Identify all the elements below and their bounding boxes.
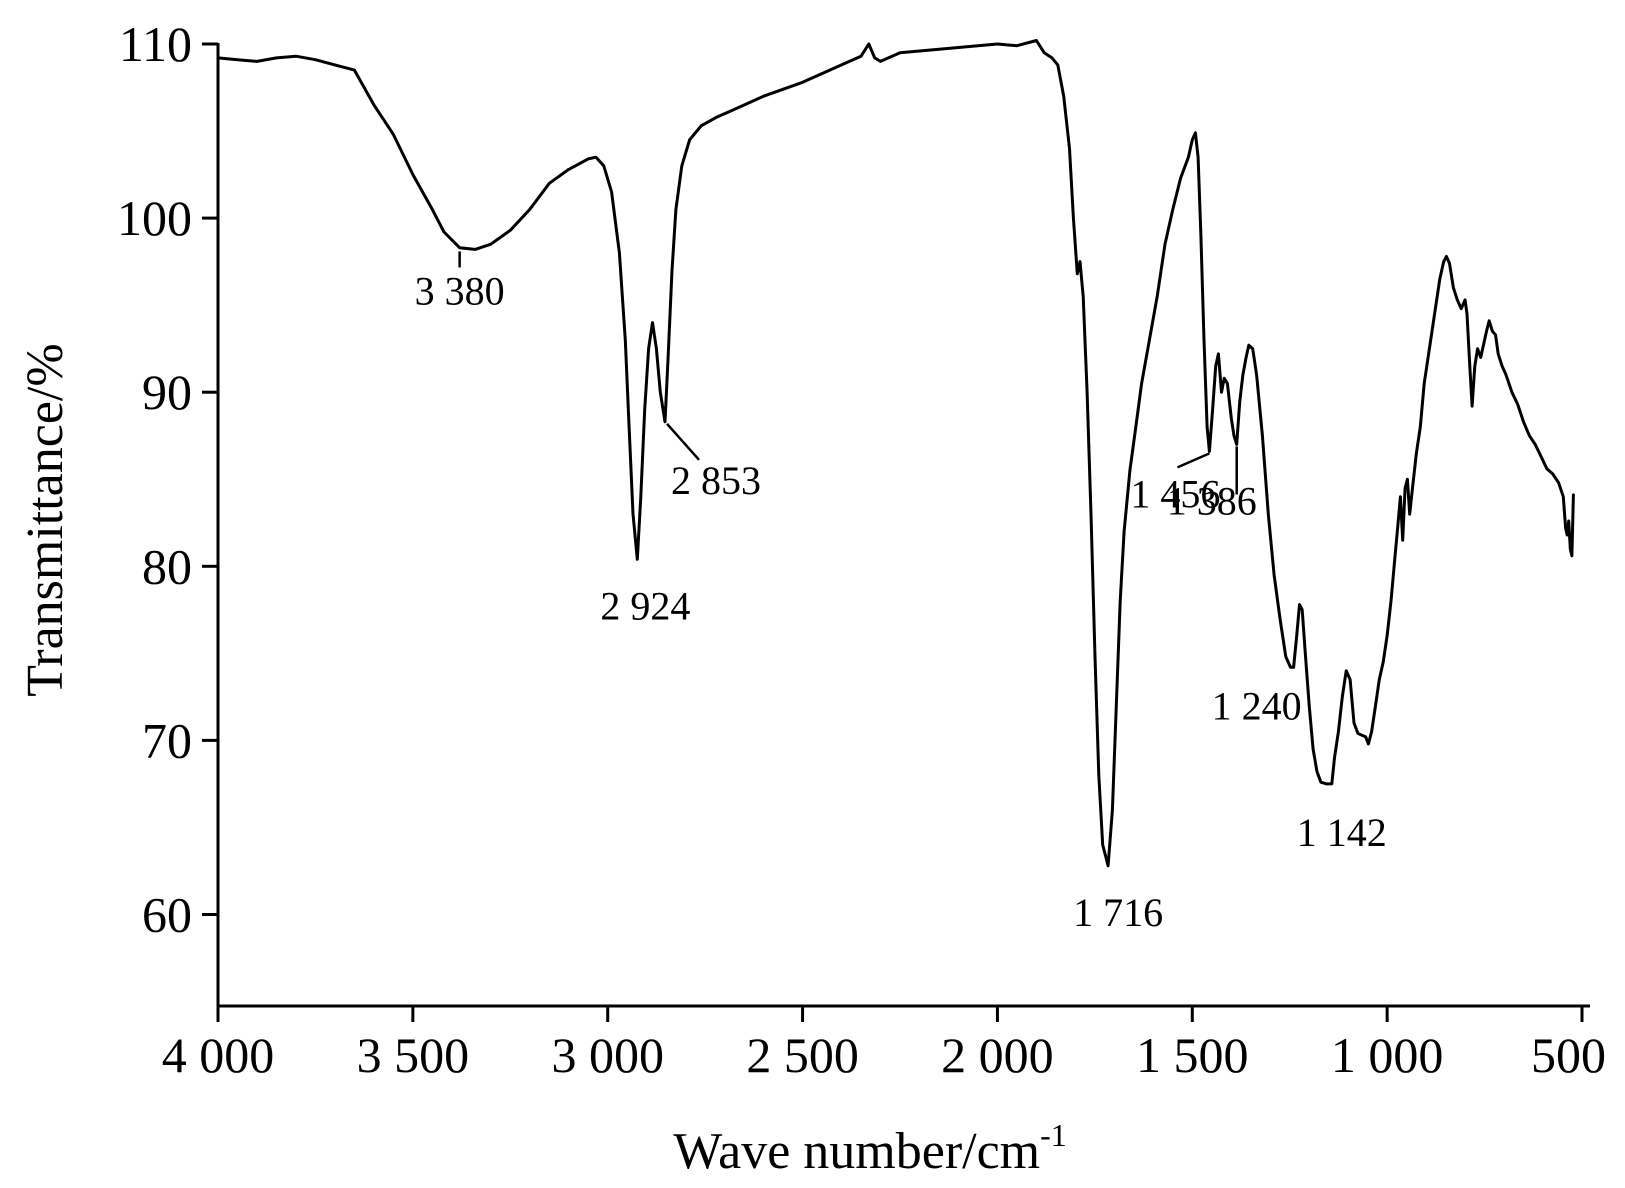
peak-label: 1 456 [1130, 471, 1220, 516]
axes [216, 43, 1590, 1008]
x-tick-label: 2 500 [746, 1027, 859, 1083]
peak-label: 1 716 [1073, 890, 1163, 935]
peak-label: 3 380 [415, 268, 505, 313]
y-tick-label: 60 [142, 887, 192, 943]
x-tick-label: 1 500 [1136, 1027, 1249, 1083]
x-axis-ticks: 4 000 3 500 3 000 2 500 2 000 1 500 1 000 500 [162, 1006, 1606, 1083]
x-axis-title: Wave number/cm-1 [673, 1117, 1067, 1180]
peak-label: 1 142 [1297, 810, 1387, 855]
peak-label: 2 924 [600, 583, 690, 628]
peak-label: 1 240 [1212, 683, 1302, 728]
y-tick-label: 80 [142, 538, 192, 594]
series-group [216, 39, 1575, 868]
spectrum-line [216, 39, 1575, 868]
y-tick-label: 100 [117, 190, 192, 246]
peak-marker-line [1176, 452, 1210, 469]
y-tick-label: 110 [119, 16, 192, 72]
peak-marker-line [666, 422, 700, 461]
y-tick-label: 70 [142, 712, 192, 768]
x-tick-label: 500 [1531, 1027, 1606, 1083]
y-axis-title: Transmittance/% [17, 343, 74, 696]
y-tick-label: 90 [142, 364, 192, 420]
x-tick-label: 3 500 [357, 1027, 470, 1083]
peak-label: 2 853 [671, 458, 761, 503]
x-axis-title-text: Wave number/cm [673, 1123, 1040, 1180]
peak-label: 1 386 [1167, 478, 1257, 523]
x-tick-label: 2 000 [941, 1027, 1054, 1083]
y-axis-ticks: 60 70 80 90 100 110 [117, 16, 218, 943]
x-tick-label: 4 000 [162, 1027, 275, 1083]
x-tick-label: 1 000 [1331, 1027, 1444, 1083]
x-tick-label: 3 000 [551, 1027, 664, 1083]
x-axis-title-superscript: -1 [1040, 1117, 1067, 1153]
